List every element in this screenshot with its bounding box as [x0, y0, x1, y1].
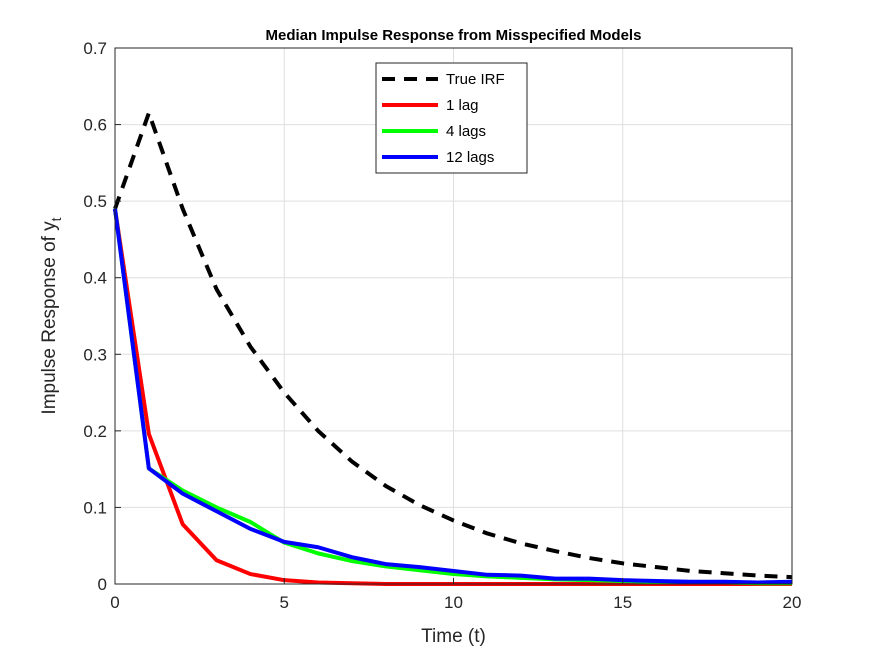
axis-ticks: 0 5 10 15 20 0 0.1 0.2 0.3 0.4 0.5 0.6 0.7: [83, 39, 801, 612]
chart-title: Median Impulse Response from Misspecifie…: [266, 27, 642, 44]
y-tick-label: 0: [98, 575, 107, 594]
y-tick-label: 0.7: [83, 39, 107, 58]
x-tick-label: 5: [280, 593, 289, 612]
x-tick-label: 0: [110, 593, 119, 612]
y-axis-label: Impulse Response of yt: [39, 217, 64, 414]
x-axis-label: Time (t): [421, 626, 486, 647]
legend: True IRF 1 lag 4 lags 12 lags: [375, 62, 528, 174]
legend-box: [375, 62, 528, 174]
y-axis-label-main: Impulse Response of y: [39, 221, 60, 415]
x-tick-label: 15: [613, 593, 632, 612]
legend-label-12-lags: 12 lags: [446, 149, 494, 166]
x-tick-label: 10: [444, 593, 463, 612]
legend-label-true-irf: True IRF: [446, 71, 505, 88]
y-tick-label: 0.5: [83, 192, 107, 211]
series-line-12-lags: [113, 208, 793, 585]
y-tick-label: 0.4: [83, 269, 107, 288]
y-tick-label: 0.1: [83, 498, 107, 517]
legend-label-1-lag: 1 lag: [446, 97, 479, 114]
x-tick-label: 20: [783, 593, 802, 612]
y-tick-label: 0.2: [83, 422, 107, 441]
legend-label-4-lags: 4 lags: [446, 123, 486, 140]
y-axis-label-subscript: t: [48, 217, 64, 221]
y-tick-label: 0.6: [83, 116, 107, 135]
y-tick-label: 0.3: [83, 345, 107, 364]
series-line-true-irf: [113, 111, 793, 580]
